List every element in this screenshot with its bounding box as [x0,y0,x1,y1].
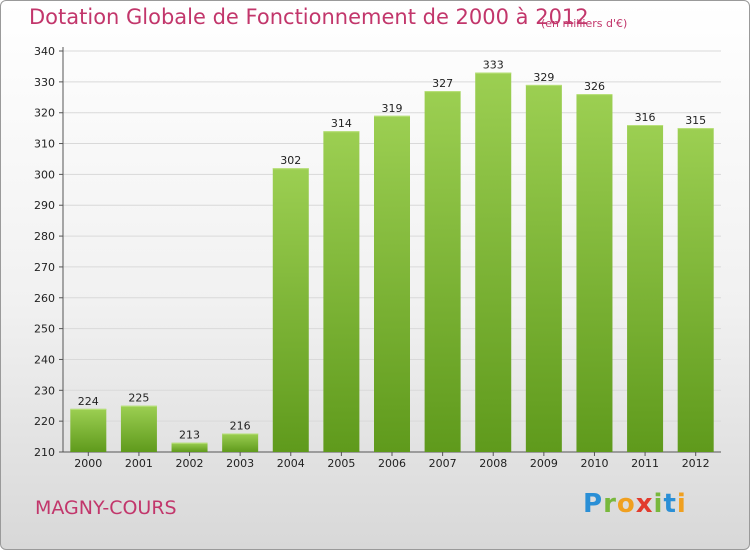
bar-2012 [677,128,714,452]
data-label: 225 [128,392,149,405]
bar-2008 [475,72,512,452]
data-labels: 224 225 213 216 302 314 319 327 333 329 326 316 315 [78,59,706,442]
y-tick-label: 310 [34,138,55,151]
x-tick-label: 2002 [176,457,204,470]
x-tick-label: 2003 [226,457,254,470]
proxiti-logo: Proxiti [583,489,687,519]
y-tick-label: 230 [34,384,55,397]
bar-2005 [323,131,360,452]
data-label: 316 [635,111,656,124]
chart-subtitle: (en milliers d'€) [541,17,628,30]
bar-2011 [627,125,664,453]
y-tick-label: 290 [34,199,55,212]
y-tick-label: 330 [34,76,55,89]
town-name: MAGNY-COURS [35,497,177,519]
x-tick-label: 2006 [378,457,406,470]
data-label: 329 [533,71,554,84]
y-tick-label: 260 [34,292,55,305]
bar-2006 [374,115,410,453]
x-tick-label: 2011 [631,457,659,470]
data-label: 327 [432,77,453,90]
data-label: 326 [584,80,605,93]
bar-2000 [70,408,107,452]
data-label: 333 [483,59,504,72]
data-label: 302 [280,154,301,167]
y-tick-label: 250 [34,323,55,336]
x-tick-label: 2007 [429,457,457,470]
data-label: 314 [331,117,352,130]
axes: 210 220 230 240 250 260 270 280 290 300 310 320 330 3… [34,45,721,470]
bar-2010 [576,94,613,452]
y-tick-label: 210 [34,446,55,459]
x-tick-label: 2009 [530,457,558,470]
x-tick-label: 2000 [74,457,102,470]
x-tick-label: 2008 [479,457,507,470]
data-label: 213 [179,429,200,442]
bar-2007 [424,91,461,452]
y-tick-label: 270 [34,261,55,274]
data-label: 216 [230,419,251,432]
data-label: 224 [78,395,99,408]
y-tick-label: 300 [34,168,55,181]
x-tick-label: 2001 [125,457,153,470]
y-tick-label: 280 [34,230,55,243]
bar-2004 [272,168,309,452]
y-tick-label: 220 [34,415,55,428]
x-tick-label: 2012 [682,457,710,470]
y-tick-label: 320 [34,107,55,120]
x-tick-label: 2005 [327,457,355,470]
data-label: 315 [685,114,706,127]
bar-2001 [120,405,157,452]
bar-2009 [525,84,562,452]
y-tick-label: 240 [34,353,55,366]
bars [70,72,714,453]
y-tick-label: 340 [34,45,55,58]
x-tick-label: 2004 [277,457,305,470]
x-tick-label: 2010 [580,457,608,470]
bar-2002 [171,442,208,452]
bar-2003 [222,433,259,452]
chart-title: Dotation Globale de Fonctionnement de 20… [29,5,589,29]
data-label: 319 [382,102,403,115]
